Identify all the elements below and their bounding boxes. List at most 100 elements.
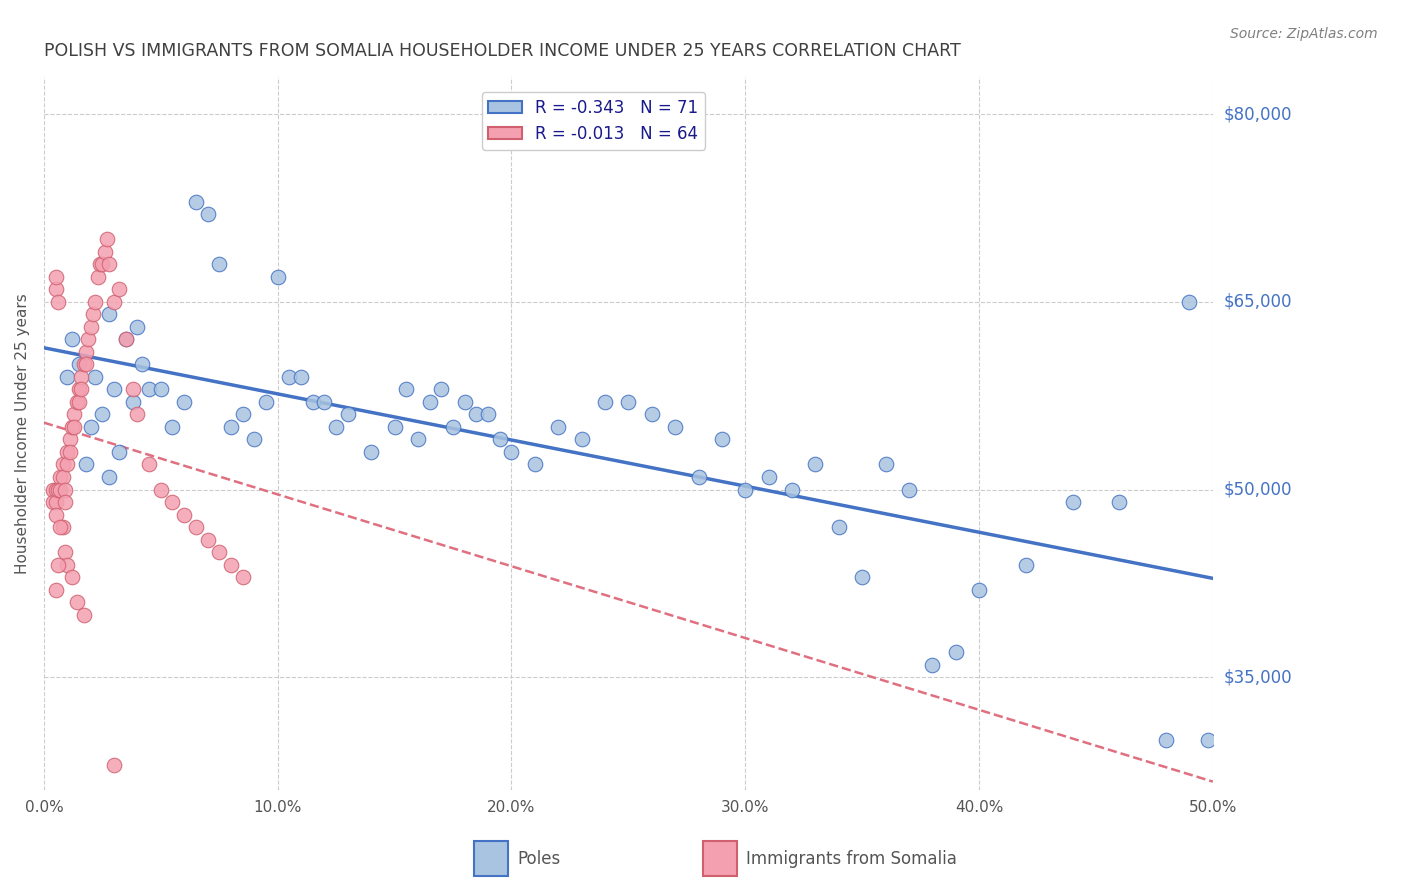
Point	[290, 370, 312, 384]
Point	[1178, 294, 1201, 309]
Point	[208, 545, 231, 559]
Point	[1108, 495, 1130, 509]
Point	[208, 257, 231, 271]
Point	[84, 370, 107, 384]
Point	[98, 257, 121, 271]
Point	[593, 395, 616, 409]
Point	[52, 520, 75, 534]
Legend: R = -0.343   N = 71, R = -0.013   N = 64: R = -0.343 N = 71, R = -0.013 N = 64	[482, 92, 704, 150]
Text: Poles: Poles	[517, 849, 561, 868]
Point	[897, 483, 920, 497]
Point	[488, 433, 510, 447]
Point	[406, 433, 429, 447]
Point	[477, 408, 499, 422]
Point	[465, 408, 488, 422]
Point	[219, 420, 242, 434]
Point	[45, 582, 67, 597]
Point	[162, 495, 184, 509]
Point	[103, 294, 125, 309]
Point	[65, 395, 87, 409]
Point	[278, 370, 301, 384]
Point	[121, 383, 143, 397]
Point	[571, 433, 593, 447]
Point	[86, 269, 108, 284]
Point	[149, 483, 172, 497]
Point	[710, 433, 733, 447]
Point	[107, 282, 129, 296]
Point	[254, 395, 277, 409]
Point	[945, 645, 967, 659]
Point	[1154, 732, 1177, 747]
Point	[77, 332, 100, 346]
Point	[49, 483, 72, 497]
Point	[46, 558, 69, 572]
Point	[63, 408, 86, 422]
Text: $80,000: $80,000	[1225, 105, 1292, 123]
Point	[395, 383, 418, 397]
Point	[266, 269, 288, 284]
Point	[98, 307, 121, 321]
Point	[688, 470, 710, 484]
Point	[45, 282, 67, 296]
Point	[336, 408, 359, 422]
Point	[921, 657, 943, 672]
Point	[91, 408, 114, 422]
Point	[45, 483, 67, 497]
Point	[70, 383, 93, 397]
Point	[780, 483, 803, 497]
Text: $50,000: $50,000	[1225, 481, 1292, 499]
Point	[67, 358, 90, 372]
Point	[1197, 732, 1219, 747]
Point	[114, 332, 136, 346]
Point	[56, 370, 79, 384]
Point	[60, 420, 83, 434]
Point	[441, 420, 464, 434]
Point	[60, 332, 83, 346]
Point	[173, 508, 195, 522]
Point	[664, 420, 686, 434]
Point	[184, 194, 207, 209]
Point	[131, 358, 153, 372]
Point	[138, 383, 160, 397]
Point	[103, 383, 125, 397]
Point	[79, 420, 101, 434]
Point	[197, 207, 219, 221]
Point	[79, 319, 101, 334]
Point	[42, 483, 65, 497]
Point	[96, 232, 118, 246]
Point	[56, 558, 79, 572]
Point	[75, 344, 97, 359]
Point	[804, 458, 827, 472]
Point	[1062, 495, 1084, 509]
Point	[93, 244, 115, 259]
Point	[121, 395, 143, 409]
Point	[46, 483, 69, 497]
Point	[243, 433, 266, 447]
Point	[127, 408, 149, 422]
Point	[219, 558, 242, 572]
Point	[184, 520, 207, 534]
Point	[875, 458, 897, 472]
Point	[63, 420, 86, 434]
Bar	[474, 841, 508, 876]
Point	[72, 358, 94, 372]
Point	[734, 483, 756, 497]
Point	[360, 445, 382, 459]
Point	[75, 358, 97, 372]
Point	[851, 570, 873, 584]
Text: $35,000: $35,000	[1225, 668, 1292, 686]
Point	[197, 533, 219, 547]
Point	[42, 495, 65, 509]
Point	[501, 445, 523, 459]
Point	[49, 470, 72, 484]
Point	[523, 458, 546, 472]
Point	[56, 445, 79, 459]
Point	[384, 420, 406, 434]
Point	[641, 408, 664, 422]
Point	[72, 607, 94, 622]
Point	[127, 319, 149, 334]
Point	[314, 395, 336, 409]
Point	[419, 395, 441, 409]
Point	[59, 433, 82, 447]
Point	[75, 458, 97, 472]
